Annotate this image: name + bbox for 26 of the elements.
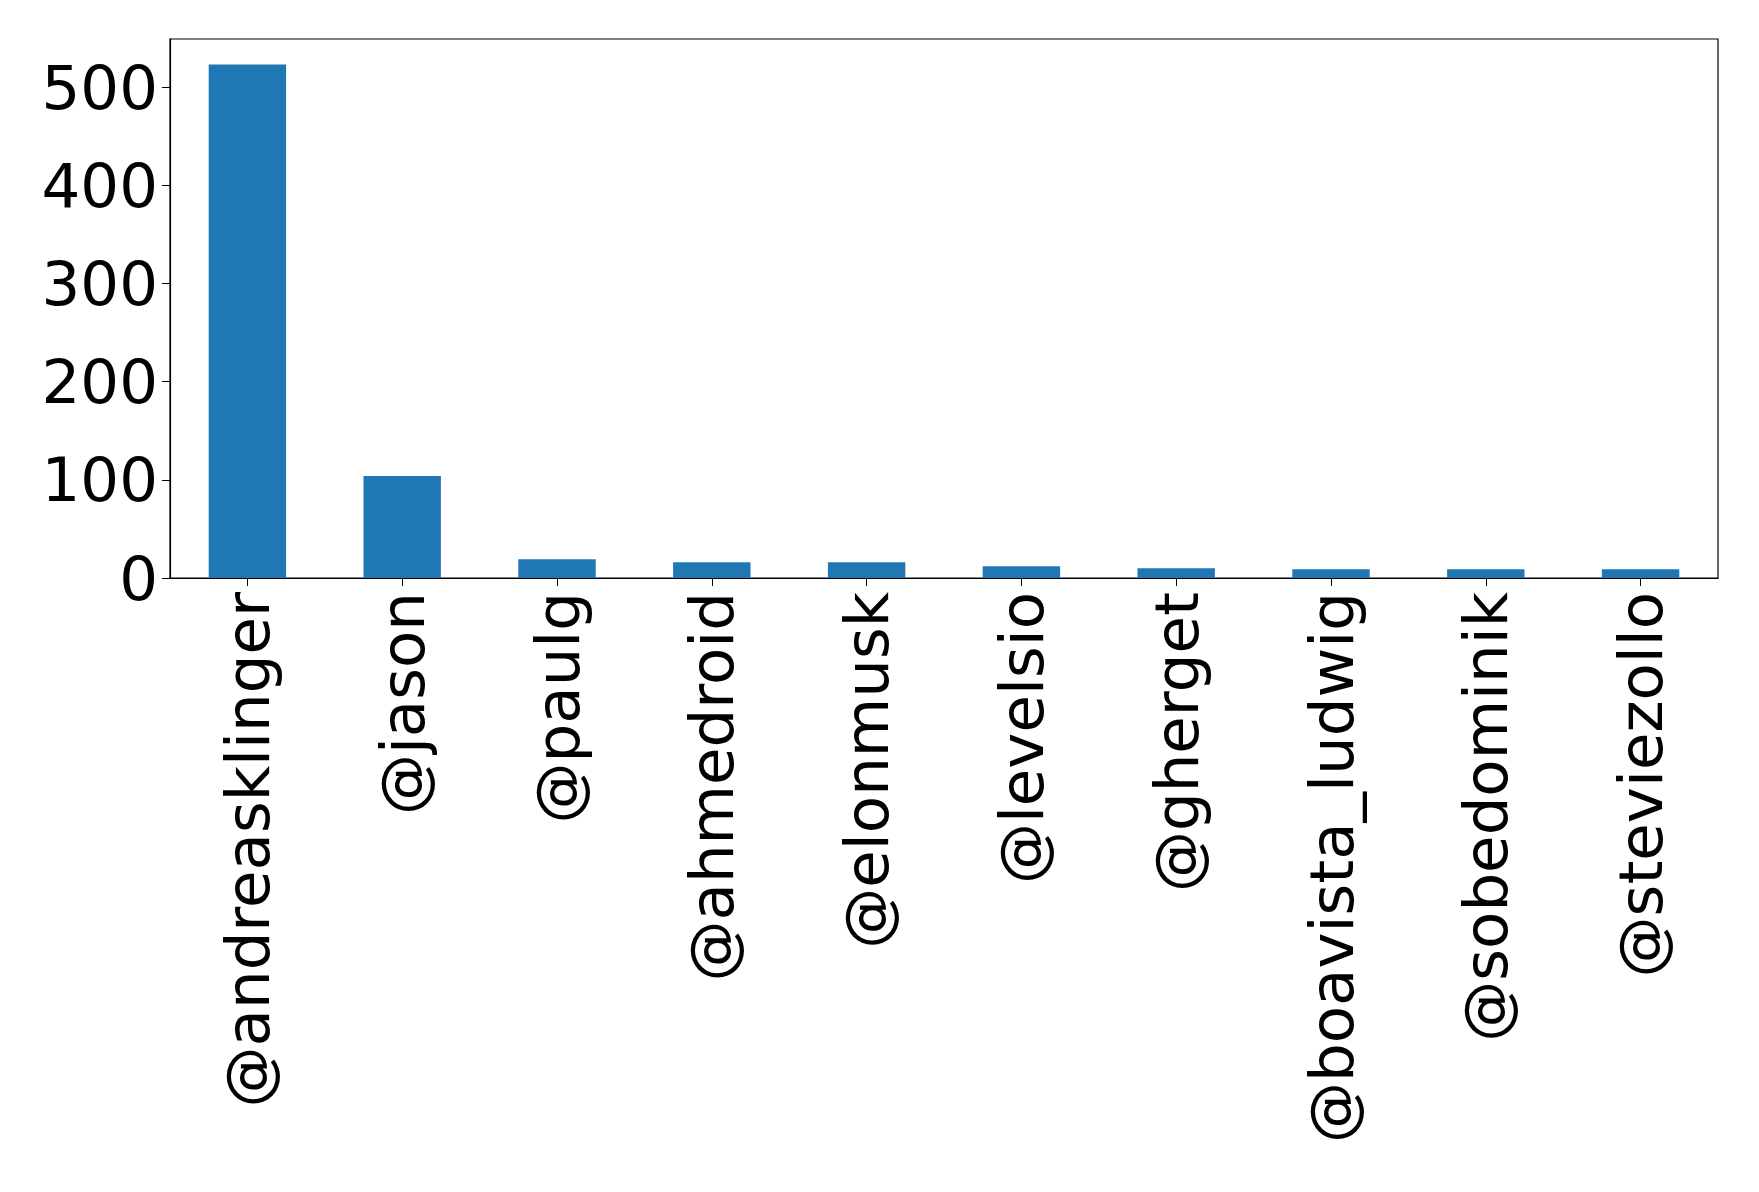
y-tick-label: 0 [119,542,158,614]
bar [1292,569,1370,578]
bar [1601,569,1680,578]
bar [1137,568,1215,578]
x-tick-label: @gherget [1140,592,1212,893]
bar [518,559,596,578]
x-tick-label: @sobedominik [1450,591,1522,1042]
bar [363,475,441,578]
bar [673,562,751,578]
bar [982,566,1061,578]
x-tick-label: @jason [366,592,438,816]
bar [1447,569,1525,578]
x-tick-label: @andreasklinger [211,591,283,1108]
y-tick-label: 400 [41,149,158,221]
x-tick-label: @elonmusk [831,591,903,949]
y-tick-label: 300 [41,247,158,319]
x-tick-label: @steviezollo [1605,592,1677,978]
x-tick-label: @paulg [521,592,593,824]
y-tick-label: 200 [41,346,158,418]
x-tick-label: @ahmedroid [676,592,748,982]
y-tick-label: 100 [41,444,158,516]
y-tick-label: 500 [41,51,158,123]
x-tick-label: @levelsio [985,592,1057,885]
bar [208,64,287,578]
x-tick-label: @boavista_ludwig [1295,592,1367,1143]
bar [827,562,906,578]
